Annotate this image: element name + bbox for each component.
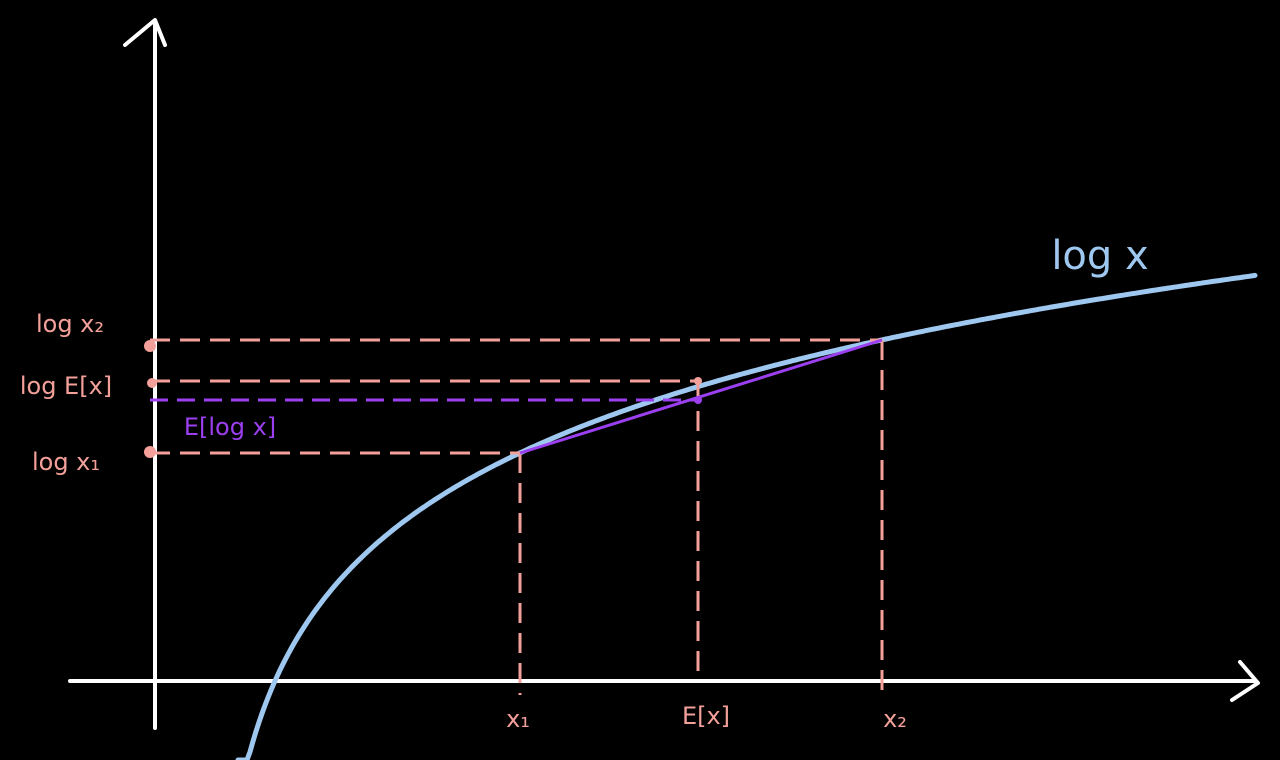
y-axis-arrow: [123, 18, 167, 47]
x-label: x₁: [506, 705, 530, 733]
x-label: E[x]: [682, 702, 730, 730]
curve-label: log x: [1051, 233, 1148, 279]
dot: [147, 378, 157, 388]
e-log-x-label: E[log x]: [184, 413, 276, 441]
y-label: log x₂: [36, 310, 104, 338]
log-curve: [235, 272, 1258, 760]
dot: [694, 377, 702, 385]
dot: [144, 340, 156, 352]
y-label: log E[x]: [20, 372, 112, 400]
y-label: log x₁: [32, 448, 100, 476]
dot: [144, 446, 156, 458]
dot: [694, 396, 702, 404]
chord: [519, 338, 883, 455]
x-label: x₂: [883, 705, 907, 733]
x-axis-arrow: [1230, 660, 1260, 702]
